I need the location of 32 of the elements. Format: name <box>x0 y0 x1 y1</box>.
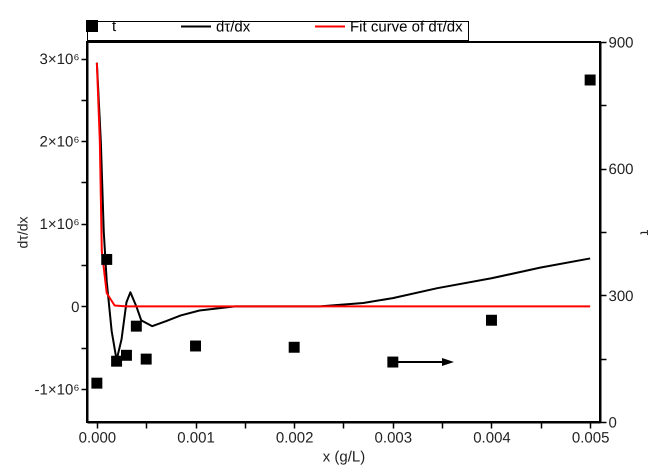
y2-tick-label: 0 <box>608 414 617 432</box>
point <box>91 378 102 389</box>
y-axis-title: dτ/dx <box>14 216 31 248</box>
y2-axis-title: τ <box>638 230 652 236</box>
y-tick-label: -1×10⁶ <box>34 381 80 398</box>
x-tick-label: 0.005 <box>572 430 610 446</box>
point <box>486 314 497 326</box>
line-series <box>96 62 592 308</box>
y-tick-label: 0 <box>71 298 80 316</box>
x-axis-title: x (g/L) <box>322 448 366 466</box>
y2-tick-label: 300 <box>608 288 634 305</box>
legend-label: dτ/dx <box>216 18 251 36</box>
point <box>111 356 122 367</box>
point <box>387 356 398 368</box>
point <box>130 320 142 332</box>
x-tick-label: 0.003 <box>374 430 412 446</box>
point <box>190 340 201 352</box>
x-tick-label: 0.000 <box>78 430 116 446</box>
x-tick-label: 0.001 <box>177 430 215 446</box>
point <box>584 74 596 86</box>
y-tick-label: 2×10⁶ <box>40 134 80 151</box>
point <box>101 254 112 265</box>
legend-label: t <box>112 18 117 35</box>
point <box>288 342 300 353</box>
y-tick-label: 1×10⁶ <box>40 216 80 234</box>
y-tick-label: 3×10⁶ <box>40 51 80 68</box>
y2-tick-label: 900 <box>608 34 634 52</box>
point <box>120 350 132 361</box>
x-tick-label: 0.002 <box>276 430 314 446</box>
point <box>140 354 152 365</box>
x-tick-label: 0.004 <box>473 430 511 446</box>
y2-tick-label: 600 <box>608 161 634 178</box>
